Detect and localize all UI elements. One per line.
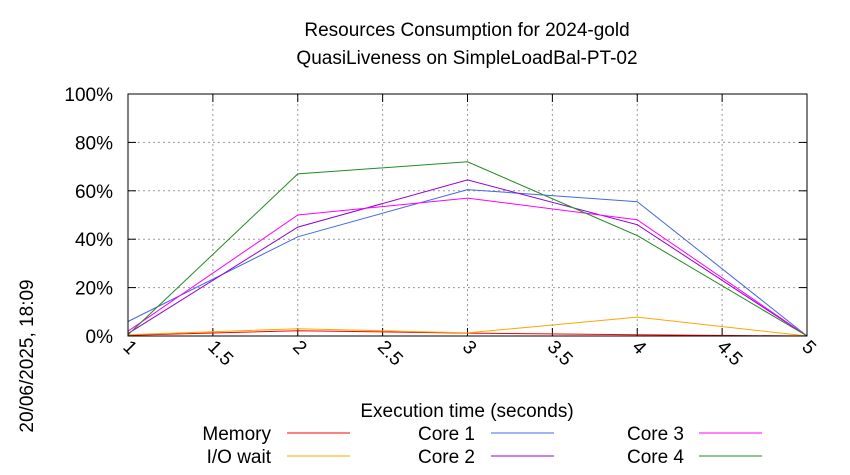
x-axis-label: Execution time (seconds) xyxy=(360,401,573,422)
legend-label-memory: Memory xyxy=(202,424,271,445)
y-tick-label: 100% xyxy=(64,85,113,106)
x-tick-label: 2.5 xyxy=(373,337,407,371)
chart-title: Resources Consumption for 2024-gold xyxy=(304,20,629,41)
series-line-core-1 xyxy=(127,189,808,337)
y-tick-label: 60% xyxy=(75,182,113,203)
legend-label-core-4: Core 4 xyxy=(627,447,684,468)
series-line-core-2 xyxy=(127,179,808,337)
series-lines xyxy=(127,161,808,337)
grid xyxy=(127,93,808,337)
legend-label-i-o-wait: I/O wait xyxy=(207,447,272,468)
y-axis-ticks: 0% 20% 40% 60% 80% 100% xyxy=(64,85,113,348)
x-tick-label: 4 xyxy=(628,337,651,360)
y-tick-label: 0% xyxy=(86,327,114,348)
x-tick-label: 1 xyxy=(118,337,140,359)
chart-subtitle: QuasiLiveness on SimpleLoadBal-PT-02 xyxy=(296,48,637,69)
legend-label-core-1: Core 1 xyxy=(418,424,475,445)
y-tick-label: 80% xyxy=(75,133,113,154)
timestamp-label: 20/06/2025, 18:09 xyxy=(17,279,38,432)
x-tick-label: 2 xyxy=(288,337,310,359)
y-tick-label: 40% xyxy=(75,230,113,251)
x-tick-label: 3 xyxy=(458,337,480,359)
y-tick-label: 20% xyxy=(75,279,113,300)
legend-label-core-2: Core 2 xyxy=(418,447,475,468)
x-tick-label: 1.5 xyxy=(203,337,237,371)
series-line-core-3 xyxy=(127,197,808,337)
series-line-i-o-wait xyxy=(127,316,808,337)
x-tick-label: 5 xyxy=(797,337,819,359)
x-axis-ticks: 1 1.5 2 2.5 3 3.5 4 4.5 5 xyxy=(118,337,819,371)
x-tick-label: 4.5 xyxy=(713,337,747,371)
plot-border xyxy=(127,93,808,337)
series-line-core-4 xyxy=(127,161,808,337)
legend-label-core-3: Core 3 xyxy=(627,424,684,445)
x-tick-label: 3.5 xyxy=(543,337,577,371)
